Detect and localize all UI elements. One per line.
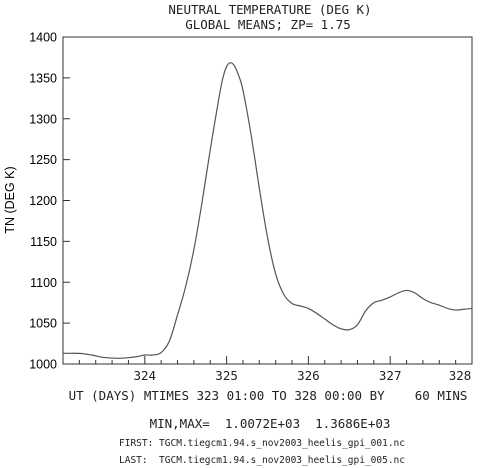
y-axis-ticks: 1000 1050 1100 1150 1200 1250 1300 1350 1400 xyxy=(29,31,70,372)
temperature-series-line xyxy=(62,62,473,359)
first-file-label: FIRST: TGCM.tiegcm1.94.s_nov2003_heelis_… xyxy=(119,438,405,449)
y-tick-label: 1050 xyxy=(29,317,57,331)
x-axis-label: UT (DAYS) MTIMES 323 01:00 TO 328 00:00 … xyxy=(69,388,468,403)
y-tick-label: 1250 xyxy=(29,153,57,167)
y-tick-label: 1100 xyxy=(30,276,57,290)
x-tick-label: 327 xyxy=(379,368,402,383)
y-tick-label: 1350 xyxy=(29,71,57,85)
chart-subtitle: GLOBAL MEANS; ZP= 1.75 xyxy=(185,17,351,32)
last-file-label: LAST: TGCM.tiegcm1.94.s_nov2003_heelis_g… xyxy=(119,455,405,466)
x-tick-label: 328 xyxy=(449,368,472,383)
y-tick-label: 1300 xyxy=(29,112,57,126)
x-tick-label: 325 xyxy=(215,368,238,383)
y-tick-label: 1150 xyxy=(30,235,57,249)
x-axis-ticks: 324 325 326 327 328 xyxy=(78,356,473,383)
y-axis-label: TN (DEG K) xyxy=(3,166,17,233)
y-tick-label: 1400 xyxy=(29,31,57,45)
y-tick-label: 1000 xyxy=(29,358,57,372)
min-max-readout: MIN,MAX= 1.0072E+03 1.3686E+03 xyxy=(150,416,391,431)
chart-title: NEUTRAL TEMPERATURE (DEG K) xyxy=(168,2,371,17)
x-tick-label: 326 xyxy=(297,368,320,383)
plot-frame xyxy=(62,36,473,365)
y-tick-label: 1200 xyxy=(29,194,57,208)
x-tick-label: 324 xyxy=(134,368,157,383)
